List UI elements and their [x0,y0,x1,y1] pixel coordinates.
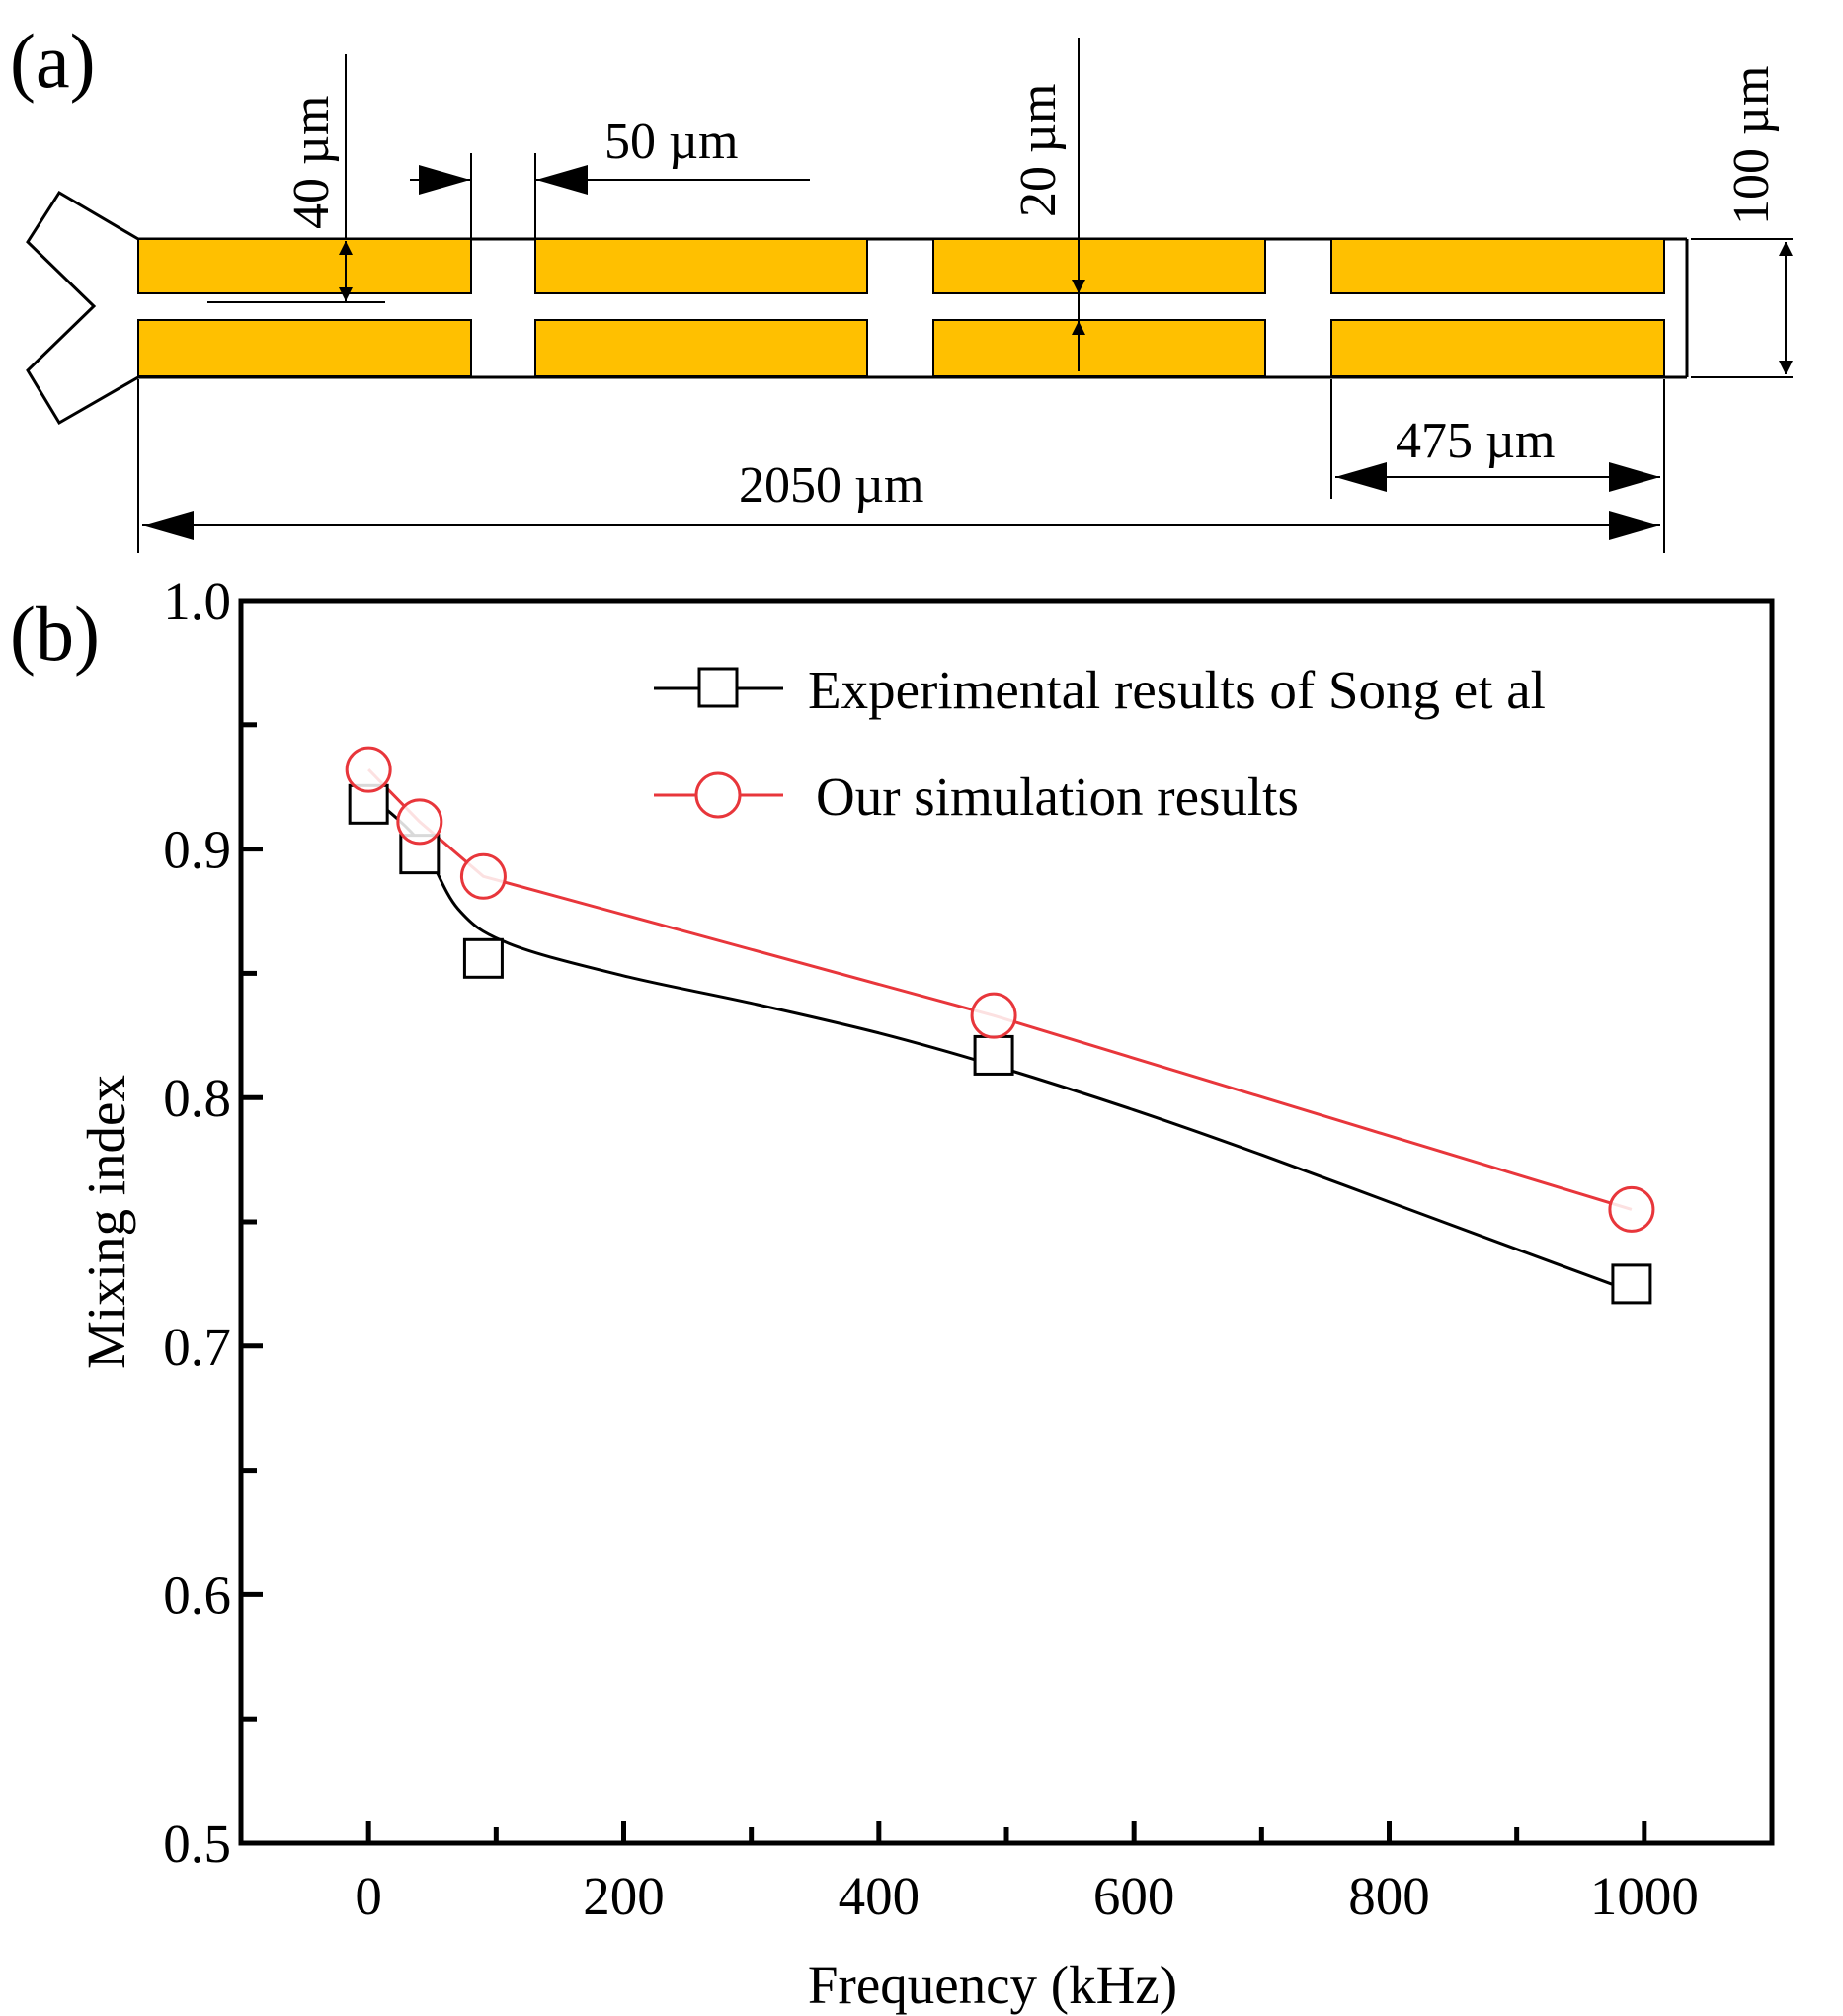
series-simulation-line [367,768,1633,1211]
panel-b-chart: (b) 0 200 400 600 800 1000 0.5 0.6 0.7 0.8 0.9 1.0… [10,571,1775,2015]
electrode-pair-3-top [932,238,1266,294]
legend-marker-square [697,667,739,708]
axis-ticks [241,722,1647,1843]
legend-label-simulation: Our simulation results [816,766,1299,827]
panel-a-schematic: (a) 40 µm 50 µm [10,18,1793,553]
y-tick-labels: 0.5 0.6 0.7 0.8 0.9 1.0 [163,571,231,1874]
dim-20um-label: 20 µm [1010,84,1067,217]
panel-a-label: (a) [10,18,96,104]
legend-entry-simulation: Our simulation results [654,766,1299,827]
x-tick-label: 200 [583,1866,665,1926]
dim-50um: 50 µm [410,114,810,239]
simulation-point [459,852,507,900]
y-tick-label: 0.9 [163,820,231,880]
dim-40um-label: 40 µm [283,96,340,229]
experimental-point [462,937,504,979]
legend-marker-circle [694,771,742,819]
experimental-point [973,1034,1014,1076]
simulation-point [1608,1185,1655,1233]
dim-40um: 40 µm [207,54,385,303]
electrode-pair-1-top [137,238,472,294]
simulation-point [970,992,1017,1039]
simulation-point [396,798,443,846]
panel-b-label: (b) [10,591,100,677]
dim-100um-label: 100 µm [1723,66,1780,225]
series-layer [345,746,1655,1305]
electrode-pair-3-bottom [932,319,1266,377]
dim-475um-label: 475 µm [1396,413,1555,469]
electrode-pair-2-top [534,238,868,294]
electrode-pair-2-bottom [534,319,868,377]
simulation-point [345,746,392,793]
inlet-y-junction [26,190,139,426]
x-tick-labels: 0 200 400 600 800 1000 [355,1866,1698,1926]
dim-2050um-label: 2050 µm [739,457,923,514]
x-axis-label: Frequency (kHz) [808,1955,1177,2015]
x-tick-label: 1000 [1590,1866,1699,1926]
legend: Experimental results of Song et al Our s… [654,660,1546,827]
electrode-pair-4-bottom [1330,319,1665,377]
x-tick-label: 400 [839,1866,921,1926]
electrode-pair-1-bottom [137,319,472,377]
x-tick-label: 0 [355,1866,382,1926]
y-tick-label: 0.5 [163,1814,231,1874]
dim-2050um: 2050 µm [137,379,1660,553]
legend-label-experimental: Experimental results of Song et al [808,660,1546,720]
y-tick-label: 1.0 [163,571,231,631]
x-tick-label: 800 [1348,1866,1430,1926]
dim-475um: 475 µm [1330,379,1665,553]
dim-20um: 20 µm [1010,38,1085,371]
y-tick-label: 0.6 [163,1565,231,1625]
x-tick-label: 600 [1093,1866,1175,1926]
series-experimental-fit-line [367,793,1633,1293]
dim-50um-label: 50 µm [604,114,738,170]
legend-entry-experimental: Experimental results of Song et al [654,660,1546,720]
y-axis-label: Mixing index [76,1075,136,1369]
electrode-pair-4-top [1330,238,1665,294]
dim-100um: 100 µm [1691,66,1793,378]
y-tick-label: 0.7 [163,1317,231,1377]
experimental-point [1611,1263,1652,1305]
y-tick-label: 0.8 [163,1068,231,1128]
